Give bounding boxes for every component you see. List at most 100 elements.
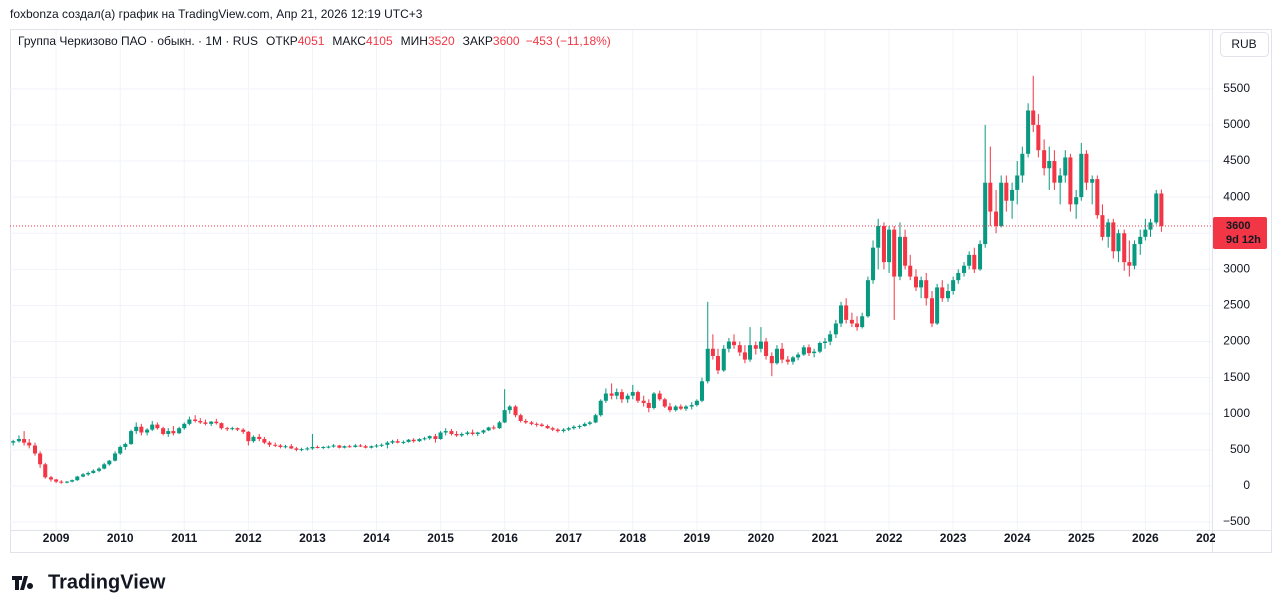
candle-body	[545, 426, 550, 429]
y-tick-label: 2500	[1223, 298, 1250, 312]
candle-body	[54, 479, 59, 482]
y-tick-label: 4000	[1223, 189, 1250, 203]
candle-body	[177, 428, 182, 434]
candle-body	[924, 280, 929, 299]
candle-body	[871, 247, 876, 281]
candle-body	[726, 341, 731, 349]
candle-body	[454, 433, 459, 436]
candle-body	[326, 446, 331, 448]
candle-body	[246, 431, 251, 442]
candle-body	[625, 395, 630, 400]
candle-body	[935, 287, 940, 324]
candle-body	[983, 182, 988, 245]
candle-body	[32, 445, 38, 454]
candle-body	[1095, 179, 1100, 216]
candle-body	[785, 359, 790, 362]
candle-body	[289, 446, 294, 449]
candle-body	[278, 445, 283, 447]
candle-body	[748, 345, 753, 360]
candle-body	[299, 449, 304, 451]
candle-body	[209, 421, 214, 424]
candle-body	[1031, 110, 1036, 125]
candle-body	[65, 481, 70, 483]
candle-body	[395, 441, 400, 443]
legend-value: 4105	[366, 34, 393, 48]
candle-body	[294, 448, 299, 450]
candle-body	[401, 441, 406, 443]
candle-body	[438, 432, 443, 440]
candle-body	[780, 348, 785, 360]
candle-body	[363, 446, 368, 448]
candle-body	[582, 423, 587, 427]
candle-body	[662, 399, 667, 407]
candle-body	[876, 226, 881, 248]
x-tick-label: 2016	[491, 531, 518, 545]
candle-body	[1020, 153, 1025, 176]
candle-body	[764, 341, 769, 356]
candle-body	[913, 276, 919, 288]
candle-body	[1063, 157, 1068, 176]
x-tick-label: 2011	[171, 531, 197, 545]
candle-body	[833, 323, 838, 335]
candle-body	[422, 438, 427, 440]
x-tick-label: 2027	[1196, 531, 1223, 545]
candle-body	[145, 429, 150, 433]
candle-body	[539, 424, 544, 427]
candle-body	[486, 427, 491, 431]
candle-body	[1143, 229, 1148, 237]
x-tick-label: 2024	[1004, 531, 1031, 545]
candle-body	[113, 453, 118, 461]
x-tick-label: 2017	[555, 531, 582, 545]
candle-body	[150, 424, 155, 430]
candle-body	[1127, 262, 1132, 266]
candle-body	[555, 429, 560, 432]
candle-body	[219, 423, 224, 429]
candle-body	[903, 236, 908, 266]
x-tick-label: 2020	[748, 531, 775, 545]
y-tick-label: 1000	[1223, 406, 1250, 420]
candle-body	[609, 393, 614, 396]
candle-body	[198, 420, 203, 423]
currency-button[interactable]	[1220, 32, 1269, 57]
candle-body	[251, 436, 256, 442]
candle-body	[1132, 244, 1137, 266]
candle-body	[470, 432, 475, 434]
candle-body	[1010, 189, 1015, 201]
candle-body	[1015, 175, 1020, 190]
y-tick-label: 5500	[1223, 81, 1250, 95]
y-tick-label: 5000	[1223, 117, 1250, 131]
candle-body	[1116, 233, 1121, 252]
candle-body	[844, 305, 849, 320]
y-tick-label: 0	[1243, 478, 1250, 492]
candle-body	[1090, 179, 1095, 183]
header: foxbonza создал(а) график на TradingView…	[10, 7, 423, 21]
candle-body	[796, 354, 801, 358]
candle-body	[235, 428, 240, 430]
y-tick-label: 1500	[1223, 370, 1250, 384]
candle-body	[865, 280, 870, 317]
candle-body	[315, 446, 320, 448]
candle-body	[1042, 150, 1047, 169]
candle-body	[491, 427, 496, 429]
candle-body	[497, 422, 502, 429]
candle-body	[978, 244, 983, 270]
candle-body	[225, 428, 230, 430]
y-tick-label: 2000	[1223, 334, 1250, 348]
candle-body	[283, 446, 288, 448]
candle-body	[337, 445, 342, 448]
candle-body	[529, 422, 534, 424]
candle-body	[481, 430, 486, 433]
candle-body	[27, 442, 32, 446]
candle-body	[667, 406, 672, 411]
legend-label: ЗАКР	[463, 34, 493, 48]
candle-body	[433, 436, 438, 440]
candle-body	[155, 424, 160, 429]
candle-body	[758, 341, 763, 349]
candle-body	[411, 439, 416, 442]
candle-body	[929, 298, 935, 324]
candle-body	[908, 265, 913, 277]
candle-body	[646, 402, 651, 408]
candle-body	[657, 393, 662, 400]
candle-body	[241, 429, 246, 432]
